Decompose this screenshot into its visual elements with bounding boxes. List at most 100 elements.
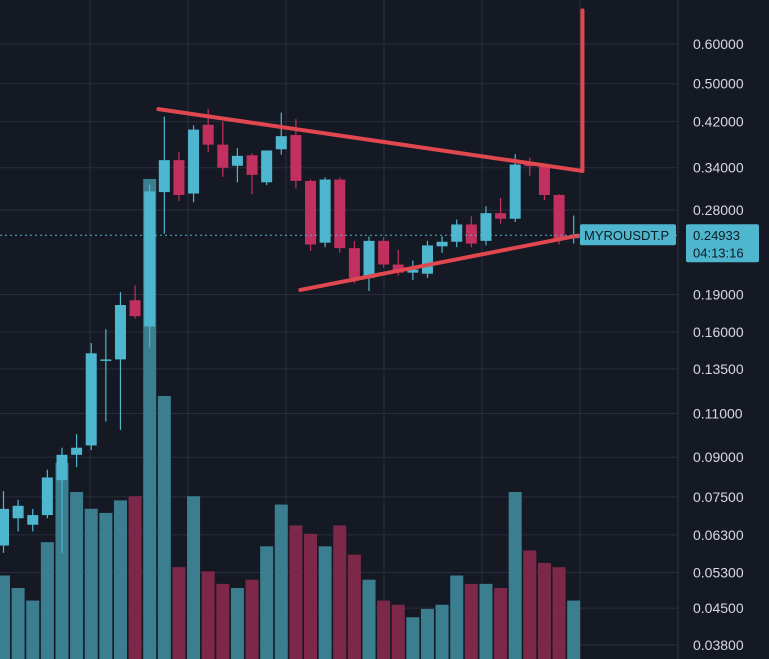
candle — [509, 154, 521, 222]
candle — [71, 434, 83, 468]
candle-body — [451, 224, 463, 242]
candle-body — [436, 241, 448, 247]
volume-bar — [333, 525, 347, 659]
trendline-upper — [156, 107, 585, 173]
price-tick-label: 0.28000 — [693, 202, 744, 218]
price-tick-label: 0.16000 — [693, 324, 744, 340]
candle — [114, 292, 126, 430]
candle — [553, 194, 565, 245]
candle-body — [363, 240, 375, 278]
candle — [100, 329, 112, 422]
candle — [436, 236, 448, 253]
price-tick-label: 0.50000 — [693, 76, 744, 92]
last-price-tag-box — [686, 224, 759, 263]
volume-bar — [157, 396, 171, 659]
volume-bar — [70, 492, 84, 659]
candle — [421, 240, 433, 278]
candle-body — [480, 213, 492, 241]
candle-body — [144, 191, 156, 327]
volume-bar — [172, 567, 186, 659]
candle-body — [290, 135, 302, 181]
symbol-label: MYROUSDT.P — [584, 228, 669, 243]
price-tick-label: 0.05300 — [693, 565, 744, 581]
candle-body — [129, 300, 141, 317]
volume-bar — [406, 617, 420, 659]
volume-bar — [84, 508, 98, 659]
trendlines[interactable] — [156, 8, 585, 292]
volume-bar — [55, 462, 69, 659]
volume-bar — [99, 512, 113, 659]
price-tick-label: 0.06300 — [693, 527, 744, 543]
candle — [348, 240, 360, 284]
candle — [85, 343, 97, 451]
volume-bar — [11, 588, 25, 659]
volume-bar — [494, 588, 508, 659]
volume-bar — [40, 542, 54, 659]
candle-body — [334, 179, 346, 249]
volume-bar — [274, 504, 288, 659]
candle — [451, 219, 463, 248]
countdown-label: 04:13:16 — [693, 245, 744, 260]
price-axis[interactable]: 0.60000 0.50000 0.42000 0.34000 0.28000 0.190… — [693, 36, 744, 653]
candle — [275, 112, 287, 155]
volume-bar — [113, 500, 127, 659]
candle — [173, 152, 185, 201]
candle — [217, 121, 229, 177]
price-tick-label: 0.07500 — [693, 489, 744, 505]
candle — [246, 153, 258, 195]
candle — [465, 216, 477, 248]
candle — [261, 150, 273, 186]
candle — [305, 179, 317, 251]
volume-bar — [128, 496, 142, 659]
candle-body — [202, 124, 214, 145]
volume-bar — [318, 546, 332, 659]
candle-body — [275, 136, 287, 150]
candle-body — [0, 508, 9, 546]
volume-bar — [201, 571, 215, 659]
candle — [129, 285, 141, 319]
candle — [480, 206, 492, 246]
candle-body — [100, 359, 112, 361]
volume-bar — [391, 604, 405, 659]
volume-bar — [289, 525, 303, 659]
candle — [27, 508, 39, 532]
candle — [56, 447, 68, 553]
volume-bar — [216, 583, 230, 659]
volume-bar — [435, 604, 449, 659]
volume-bar — [260, 546, 274, 659]
price-tick-label: 0.04500 — [693, 600, 744, 616]
volume-bar — [464, 583, 478, 659]
candle-body — [465, 224, 477, 244]
price-tick-label: 0.13500 — [693, 361, 744, 377]
candle — [12, 499, 24, 532]
candle-body — [246, 155, 258, 175]
volume-bar — [450, 575, 464, 659]
candle-body — [188, 129, 200, 194]
candle-body — [378, 240, 390, 265]
volume-bar — [420, 608, 434, 659]
price-tick-label: 0.11000 — [693, 405, 743, 421]
candle — [363, 236, 375, 292]
candle-body — [392, 264, 404, 273]
candle — [495, 197, 507, 224]
volume-bar — [523, 550, 537, 659]
candle-body — [261, 150, 273, 183]
candle — [538, 163, 550, 201]
candle — [319, 177, 331, 248]
last-price-tag: MYROUSDT.P 0.24933 04:13:16 — [580, 224, 759, 263]
candle — [0, 491, 9, 553]
candle-body — [114, 305, 126, 360]
trendline-lower — [298, 233, 581, 292]
candle-body — [158, 160, 170, 193]
candle — [158, 116, 170, 234]
candle-body — [495, 213, 507, 219]
candle — [144, 184, 156, 348]
volume-bar — [245, 579, 259, 659]
candle-body — [553, 194, 565, 239]
candle-body — [12, 505, 24, 519]
candle-body — [56, 454, 68, 481]
price-tick-label: 0.60000 — [693, 36, 744, 52]
volume-bar — [26, 600, 40, 659]
candles — [0, 109, 580, 553]
